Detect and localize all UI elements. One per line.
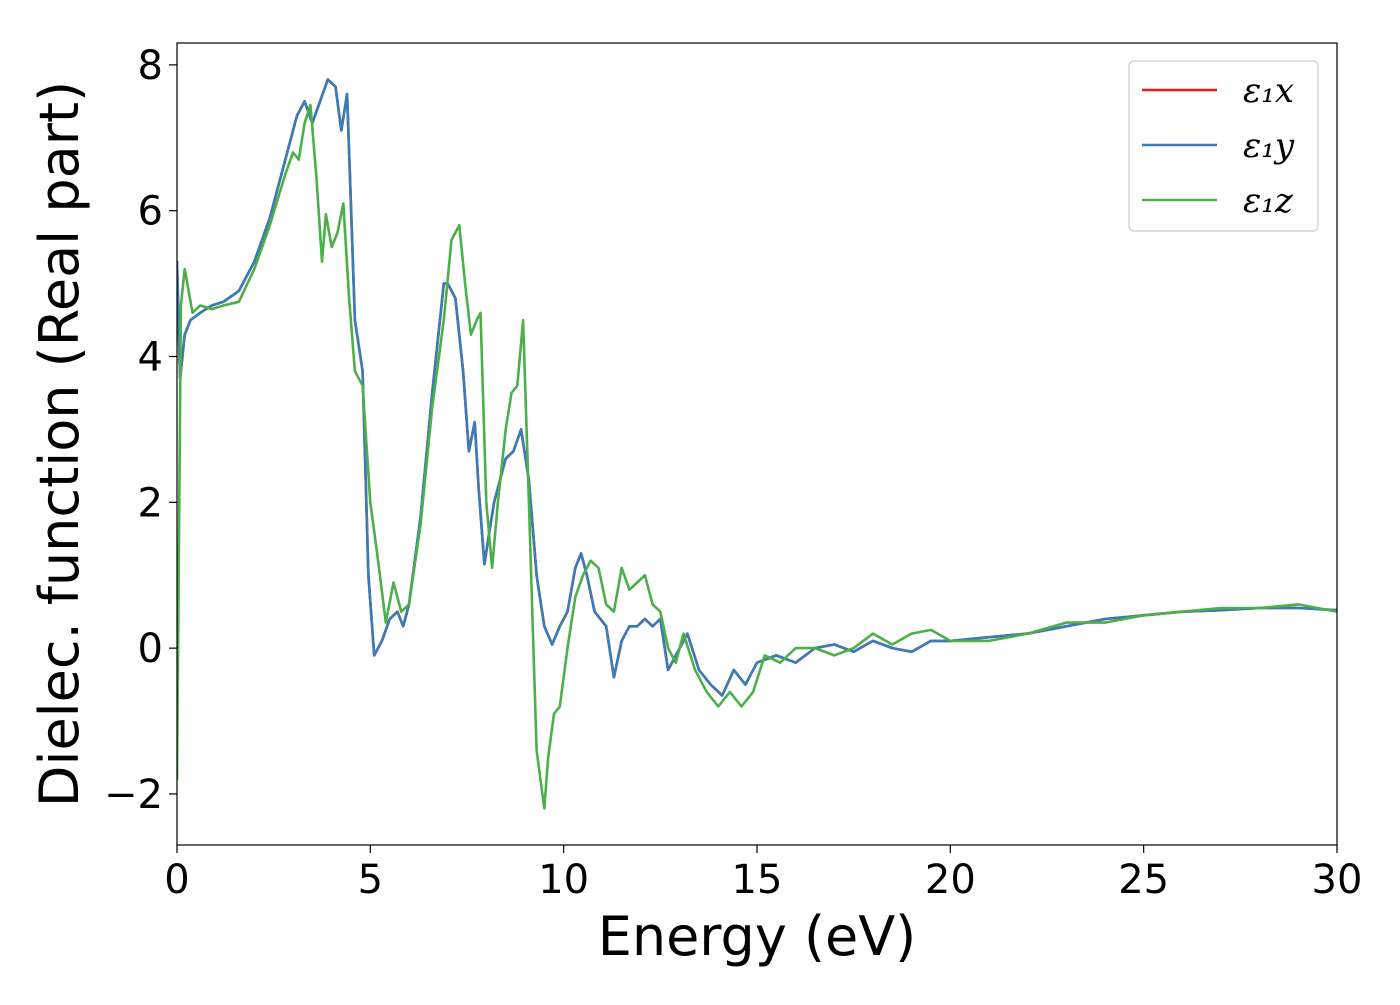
legend: ε₁x ε₁y ε₁z (1128, 60, 1319, 232)
legend-label-2: ε₁y (1243, 126, 1295, 166)
y-axis-title: Dielec. function (Real part) (28, 81, 91, 807)
series-layer (177, 78, 1337, 810)
x-tick-label: 10 (538, 857, 589, 903)
x-tick-label: 25 (1118, 857, 1169, 903)
x-tick-label: 30 (1312, 857, 1363, 903)
x-tick-label: 20 (925, 857, 976, 903)
legend-box (1128, 60, 1319, 232)
x-tick-label: 15 (732, 857, 783, 903)
y-tick-label: 6 (138, 189, 163, 235)
x-tick-label: 0 (164, 857, 189, 903)
legend-label-1: ε₁x (1243, 71, 1294, 111)
legend-label-3: ε₁z (1243, 181, 1294, 221)
series-line-2 (177, 78, 1337, 697)
series-line-3 (177, 103, 1337, 810)
y-tick-label: 0 (138, 626, 163, 672)
y-tick-label: −2 (104, 772, 163, 818)
y-tick-label: 4 (138, 335, 163, 381)
y-tick-label: 2 (138, 480, 163, 526)
y-tick-label: 8 (138, 43, 163, 89)
x-tick-label: 5 (358, 857, 383, 903)
x-axis-title: Energy (eV) (598, 905, 917, 968)
